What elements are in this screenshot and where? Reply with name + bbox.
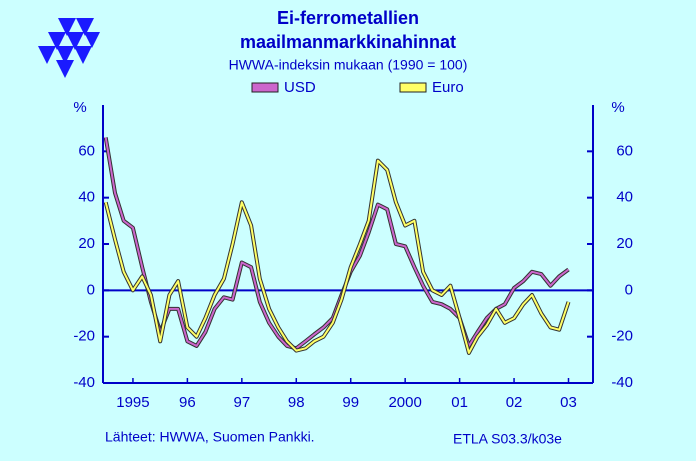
y-tick-label: 0 <box>87 281 95 298</box>
x-tick-label: 96 <box>179 394 196 411</box>
x-tick-label: 98 <box>288 394 305 411</box>
legend-swatch <box>399 82 427 93</box>
legend-label: Euro <box>432 79 464 96</box>
y-tick-label: 20 <box>78 235 95 252</box>
series-line <box>104 159 570 354</box>
logo <box>38 18 100 78</box>
x-tick-label: 2000 <box>388 394 421 411</box>
y-unit: % <box>73 99 86 116</box>
x-tick-label: 99 <box>342 394 359 411</box>
source: Lähteet: HWWA, Suomen Pankki. <box>105 429 315 445</box>
y-tick-label: 60 <box>78 142 95 159</box>
y-tick-label: -40 <box>73 374 95 391</box>
x-tick-label: 01 <box>451 394 468 411</box>
x-tick-label: 97 <box>233 394 250 411</box>
legend-label: USD <box>284 79 316 96</box>
y2-tick-label: -20 <box>611 328 633 345</box>
y2-tick-label: 20 <box>616 235 633 252</box>
x-tick-label: 03 <box>560 394 577 411</box>
y2-tick-label: -40 <box>611 374 633 391</box>
x-tick-label: 1995 <box>116 394 149 411</box>
legend-swatch <box>251 82 279 93</box>
code: ETLA S03.3/k03e <box>453 431 562 447</box>
y2-tick-label: 40 <box>616 189 633 206</box>
y2-unit: % <box>611 99 624 116</box>
series-outline <box>103 158 571 355</box>
y2-tick-label: 60 <box>616 142 633 159</box>
subtitle: HWWA-indeksin mukaan (1990 = 100) <box>229 57 468 73</box>
y-tick-label: -20 <box>73 328 95 345</box>
title-line: Ei-ferrometallien <box>277 8 419 28</box>
y-tick-label: 40 <box>78 189 95 206</box>
y2-tick-label: 0 <box>625 281 633 298</box>
title-line: maailmanmarkkinahinnat <box>240 32 456 52</box>
x-tick-label: 02 <box>506 394 523 411</box>
